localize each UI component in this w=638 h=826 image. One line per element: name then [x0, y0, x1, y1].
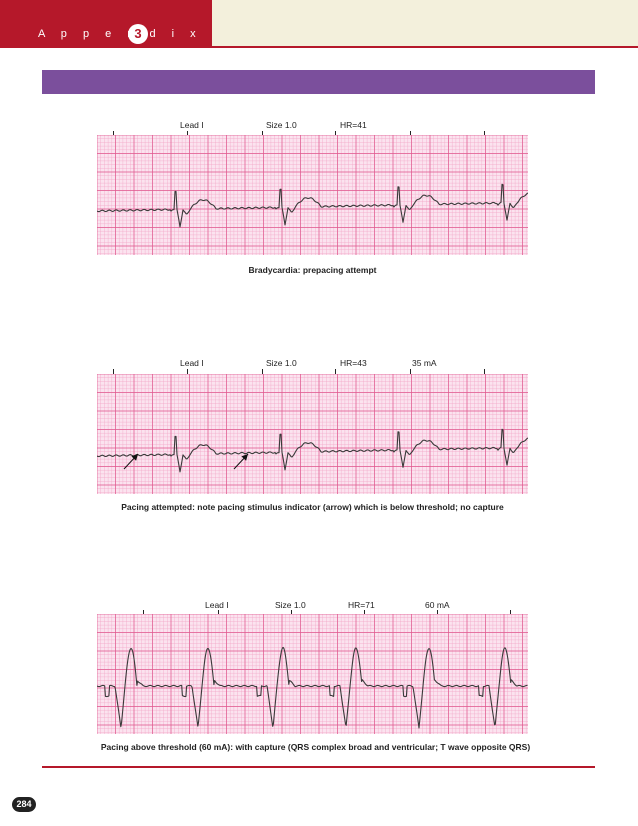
strip2-hr-label: HR=43 — [340, 358, 367, 368]
ecg-trace — [97, 428, 528, 473]
strip2-timing-tick — [113, 369, 114, 377]
strip2-timing-tick — [484, 369, 485, 377]
strip1-svg — [97, 135, 528, 255]
strip3-lead-label: Lead I — [205, 600, 229, 610]
strip3-ma-label: 60 mA — [425, 600, 450, 610]
ecg-strip-1 — [97, 135, 528, 255]
strip3-hr-label: HR=71 — [348, 600, 375, 610]
strip2-timing-tick — [187, 369, 188, 377]
pacing-stimulus-arrow-icon — [233, 453, 249, 470]
strip2-timing-tick — [335, 369, 336, 377]
appendix-label: A p p e n d i x — [38, 28, 203, 40]
section-title-bar — [42, 70, 595, 94]
strip2-size-label: Size 1.0 — [266, 358, 297, 368]
strip3-svg — [97, 614, 528, 734]
strip2-timing-tick — [410, 369, 411, 377]
strip2-svg — [97, 374, 528, 494]
strip2-timing-tick — [262, 369, 263, 377]
appendix-number-badge: 3 — [128, 24, 148, 44]
ecg-trace — [97, 646, 528, 729]
header-rule — [0, 46, 638, 48]
strip3-caption: Pacing above threshold (60 mA): with cap… — [100, 742, 531, 752]
strip1-caption: Bradycardia: prepacing attempt — [248, 265, 377, 275]
strip1-hr-label: HR=41 — [340, 120, 367, 130]
strip3-size-label: Size 1.0 — [275, 600, 306, 610]
pacing-stimulus-arrow-icon — [123, 453, 139, 470]
page-number-badge: 284 — [12, 797, 36, 812]
ecg-strip-3 — [97, 614, 528, 734]
strip2-caption: Pacing attempted: note pacing stimulus i… — [121, 502, 504, 512]
ecg-strip-2 — [97, 374, 528, 494]
strip1-lead-label: Lead I — [180, 120, 204, 130]
strip2-ma-label: 35 mA — [412, 358, 437, 368]
ecg-trace — [97, 183, 528, 228]
strip2-lead-label: Lead I — [180, 358, 204, 368]
footer-rule — [42, 766, 595, 768]
header-red-block — [0, 0, 212, 46]
strip1-size-label: Size 1.0 — [266, 120, 297, 130]
